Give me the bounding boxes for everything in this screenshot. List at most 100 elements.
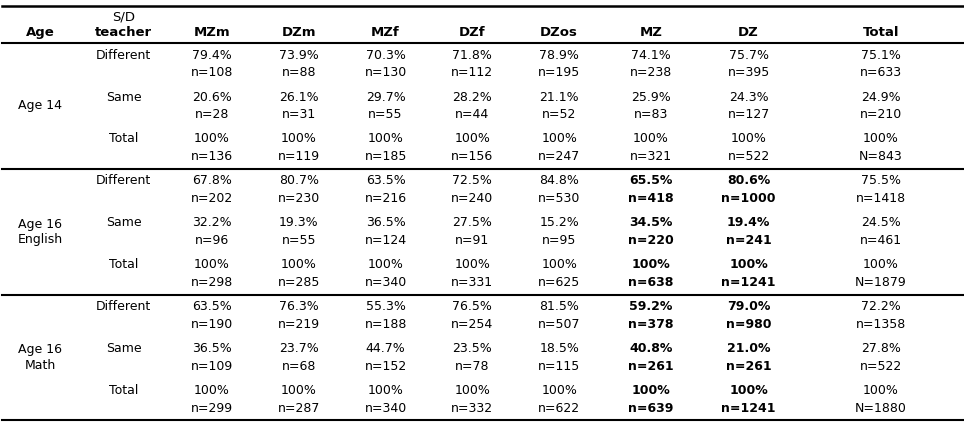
Text: MZf: MZf [371,26,400,39]
Text: 81.5%: 81.5% [539,300,579,313]
Text: n=96: n=96 [195,234,229,247]
Text: n=190: n=190 [191,318,233,331]
Text: n=418: n=418 [628,192,674,205]
Text: n=254: n=254 [451,318,494,331]
Text: 36.5%: 36.5% [365,216,406,230]
Text: Total: Total [863,26,899,39]
Text: 76.5%: 76.5% [452,300,493,313]
Text: n=130: n=130 [364,66,407,79]
Text: n=220: n=220 [628,234,674,247]
Text: 100%: 100% [631,258,670,271]
Text: Age 14: Age 14 [18,100,63,112]
Text: n=340: n=340 [364,276,407,289]
Text: 84.8%: 84.8% [539,175,579,187]
Text: 100%: 100% [454,258,491,271]
Text: n=321: n=321 [629,150,672,163]
Text: n=298: n=298 [191,276,233,289]
Text: n=68: n=68 [281,360,316,373]
Text: Same: Same [106,342,142,355]
Text: n=230: n=230 [278,192,320,205]
Text: n=1241: n=1241 [721,402,776,415]
Text: 100%: 100% [631,384,670,397]
Text: 100%: 100% [194,258,230,271]
Text: 76.3%: 76.3% [279,300,319,313]
Text: n=241: n=241 [726,234,771,247]
Text: DZf: DZf [459,26,486,39]
Text: MZ: MZ [639,26,662,39]
Text: n=240: n=240 [451,192,494,205]
Text: 79.0%: 79.0% [727,300,770,313]
Text: n=115: n=115 [538,360,580,373]
Text: 75.7%: 75.7% [729,48,768,62]
Text: n=1358: n=1358 [856,318,906,331]
Text: n=378: n=378 [628,318,674,331]
Text: n=625: n=625 [538,276,580,289]
Text: 19.4%: 19.4% [727,216,770,230]
Text: Different: Different [96,300,151,313]
Text: n=156: n=156 [451,150,494,163]
Text: n=124: n=124 [364,234,407,247]
Text: N=843: N=843 [859,150,903,163]
Text: n=210: n=210 [860,108,902,121]
Text: n=78: n=78 [455,360,490,373]
Text: Same: Same [106,216,142,230]
Text: 24.3%: 24.3% [729,91,768,103]
Text: 80.7%: 80.7% [279,175,319,187]
Text: 21.0%: 21.0% [727,342,770,355]
Text: n=136: n=136 [191,150,233,163]
Text: n=52: n=52 [542,108,576,121]
Text: 100%: 100% [541,258,577,271]
Text: 26.1%: 26.1% [279,91,319,103]
Text: n=55: n=55 [368,108,403,121]
Text: Math: Math [25,359,56,372]
Text: teacher: teacher [95,26,152,39]
Text: Age: Age [26,26,55,39]
Text: 100%: 100% [281,133,317,145]
Text: 28.2%: 28.2% [452,91,493,103]
Text: 100%: 100% [367,133,404,145]
Text: n=91: n=91 [455,234,490,247]
Text: 100%: 100% [632,133,669,145]
Text: n=109: n=109 [191,360,233,373]
Text: n=152: n=152 [364,360,407,373]
Text: 44.7%: 44.7% [365,342,406,355]
Text: n=395: n=395 [728,66,769,79]
Text: n=127: n=127 [728,108,769,121]
Text: 100%: 100% [863,133,899,145]
Text: 70.3%: 70.3% [365,48,406,62]
Text: 100%: 100% [194,133,230,145]
Text: n=332: n=332 [451,402,494,415]
Text: 55.3%: 55.3% [365,300,406,313]
Text: n=285: n=285 [278,276,320,289]
Text: n=633: n=633 [860,66,902,79]
Text: 100%: 100% [367,258,404,271]
Text: Age 16: Age 16 [18,218,63,231]
Text: 100%: 100% [729,384,768,397]
Text: 79.4%: 79.4% [192,48,232,62]
Text: n=299: n=299 [191,402,233,415]
Text: 27.8%: 27.8% [861,342,901,355]
Text: 67.8%: 67.8% [192,175,232,187]
Text: n=1000: n=1000 [721,192,776,205]
Text: n=1418: n=1418 [856,192,906,205]
Text: n=112: n=112 [451,66,494,79]
Text: n=522: n=522 [728,150,769,163]
Text: 23.7%: 23.7% [279,342,319,355]
Text: 100%: 100% [454,384,491,397]
Text: 15.2%: 15.2% [539,216,579,230]
Text: Total: Total [109,384,139,397]
Text: n=119: n=119 [278,150,320,163]
Text: 72.5%: 72.5% [452,175,493,187]
Text: n=55: n=55 [281,234,316,247]
Text: 100%: 100% [863,384,899,397]
Text: n=44: n=44 [455,108,490,121]
Text: 100%: 100% [367,384,404,397]
Text: 27.5%: 27.5% [452,216,493,230]
Text: n=238: n=238 [629,66,672,79]
Text: 100%: 100% [541,133,577,145]
Text: n=639: n=639 [628,402,674,415]
Text: 100%: 100% [729,258,768,271]
Text: N=1879: N=1879 [855,276,907,289]
Text: 25.9%: 25.9% [630,91,671,103]
Text: DZm: DZm [281,26,316,39]
